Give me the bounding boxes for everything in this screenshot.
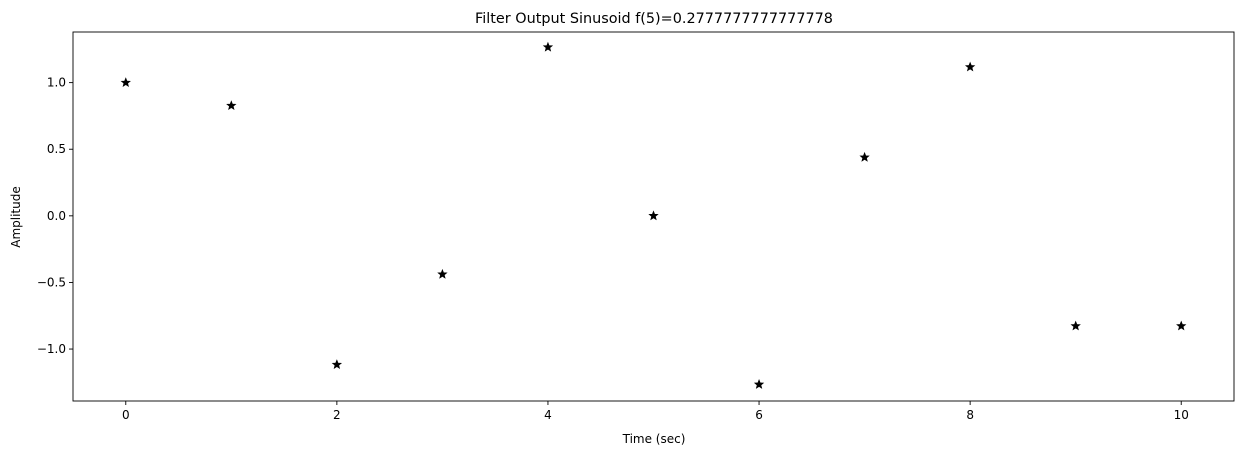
data-point-star [120,77,131,88]
y-axis-label: Amplitude [9,186,23,248]
data-point-star [1070,320,1081,331]
x-tick-label: 8 [966,408,974,422]
y-tick-label: 0.0 [47,209,66,223]
y-tick-label: 0.5 [47,142,66,156]
plot-area: 0 2 4 6 8 10 −1.0 −0.5 0.0 0.5 1.0 [37,31,1235,422]
data-point-star [331,359,343,370]
y-tick-label: 1.0 [47,76,66,90]
chart-title: Filter Output Sinusoid f(5)=0.2777777777… [475,11,833,27]
data-point-star [648,210,659,221]
data-point-star [753,379,765,389]
x-tick-label: 10 [1174,408,1189,422]
data-point-star [437,268,448,279]
data-point-star [964,61,976,72]
data-point-star [226,100,237,111]
plot-frame [72,31,1235,402]
x-tick-label: 6 [755,408,763,422]
x-tick-label: 0 [122,408,130,422]
y-tick-label: −1.0 [37,342,66,356]
x-axis-label: Time (sec) [622,432,686,446]
x-tick-label: 2 [333,408,341,422]
data-point-star [542,41,554,52]
y-tick-label: −0.5 [37,275,66,289]
x-tick-label: 4 [544,408,552,422]
data-point-star [1176,320,1187,331]
data-point-star [859,151,870,162]
